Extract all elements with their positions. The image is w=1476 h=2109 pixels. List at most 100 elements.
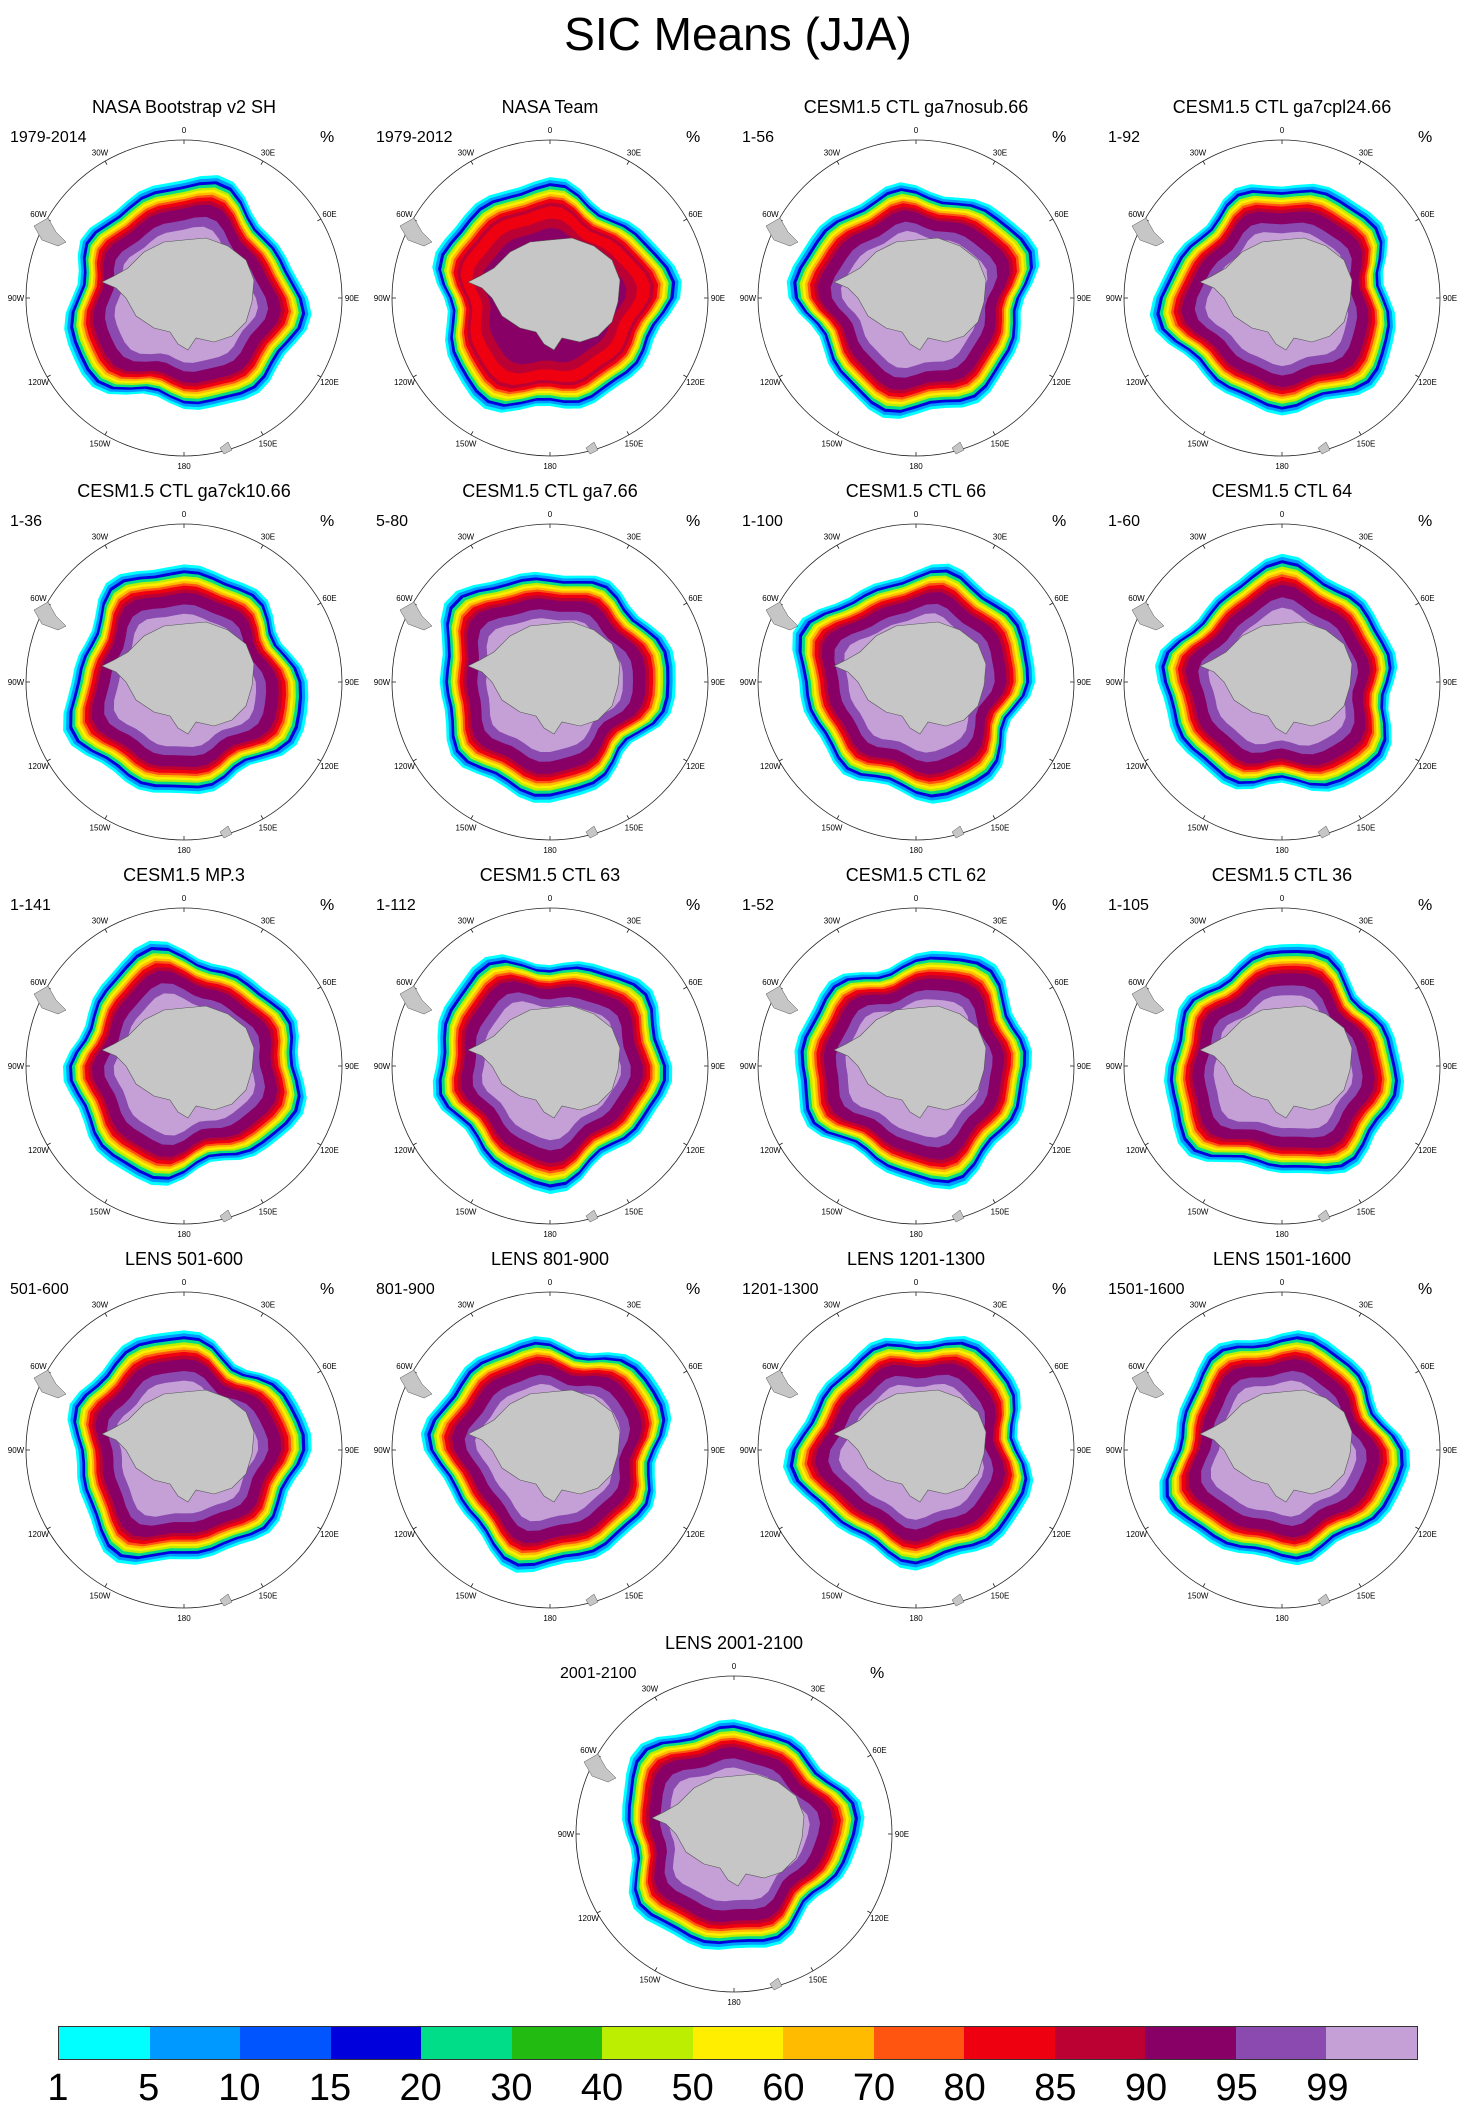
longitude-label: 120E — [320, 1530, 339, 1539]
longitude-tick — [778, 1526, 783, 1530]
longitude-tick — [836, 928, 840, 933]
longitude-label: 180 — [1275, 1230, 1289, 1239]
longitude-label: 0 — [732, 1662, 737, 1671]
longitude-tick — [992, 928, 996, 933]
longitude-tick — [626, 1312, 630, 1317]
new-zealand-landmass — [1317, 1593, 1331, 1607]
longitude-tick — [470, 544, 474, 549]
panel-year-range: 1501-1600 — [1108, 1281, 1185, 1298]
longitude-label: 30W — [92, 1301, 109, 1310]
new-zealand-landmass — [585, 441, 599, 455]
polar-map: 0 30E 60E 90E 120E 150E 180 150W 120W 90W 60W 30W — [1106, 894, 1457, 1239]
longitude-tick — [867, 1910, 872, 1914]
map-panel: LENS 1201-1300 1201-1300% 0 30E 60E 90E 120E 15… — [732, 1248, 1100, 1630]
longitude-tick — [626, 160, 630, 165]
longitude-tick — [1049, 218, 1054, 222]
longitude-tick — [992, 544, 996, 549]
longitude-label: 60W — [762, 210, 779, 219]
longitude-label: 150W — [1188, 823, 1209, 832]
longitude-label: 30W — [1190, 917, 1207, 926]
polar-map: 0 30E 60E 90E 120E 150E 180 150W 120W 90W 60W 30W — [1106, 126, 1457, 471]
colorbar-label: 50 — [671, 2067, 714, 2109]
new-zealand-landmass — [585, 1209, 599, 1223]
longitude-label: 90E — [1443, 1062, 1457, 1071]
panel-year-range: 5-80 — [376, 513, 409, 530]
longitude-label: 30E — [627, 1301, 641, 1310]
longitude-tick — [836, 544, 840, 549]
longitude-tick — [1049, 374, 1054, 378]
longitude-label: 60W — [580, 1746, 597, 1755]
longitude-label: 90E — [711, 678, 725, 687]
longitude-tick — [683, 374, 688, 378]
longitude-label: 120E — [1418, 1146, 1437, 1155]
panel-units: % — [320, 513, 335, 530]
longitude-tick — [778, 374, 783, 378]
longitude-tick — [317, 758, 322, 762]
longitude-tick — [1202, 815, 1206, 820]
longitude-label: 60W — [762, 1362, 779, 1371]
longitude-label: 120W — [1126, 378, 1147, 387]
longitude-tick — [992, 1312, 996, 1317]
longitude-label: 30E — [811, 1685, 825, 1694]
longitude-label: 90E — [1077, 1446, 1091, 1455]
longitude-label: 150E — [259, 823, 278, 832]
longitude-label: 120E — [1418, 1530, 1437, 1539]
longitude-tick — [992, 431, 996, 436]
longitude-label: 150W — [90, 1591, 111, 1600]
longitude-label: 60W — [396, 210, 413, 219]
longitude-label: 90E — [1077, 678, 1091, 687]
longitude-label: 180 — [543, 1614, 557, 1623]
longitude-label: 60E — [688, 594, 702, 603]
longitude-label: 90E — [711, 1446, 725, 1455]
south-america-landmass — [399, 985, 433, 1015]
longitude-tick — [46, 1526, 51, 1530]
longitude-tick — [683, 218, 688, 222]
south-america-landmass — [1131, 601, 1165, 631]
longitude-tick — [412, 1142, 417, 1146]
longitude-label: 150W — [822, 439, 843, 448]
colorbar-label: 1 — [47, 2067, 69, 2109]
antarctica-landmass — [1199, 621, 1353, 735]
longitude-tick — [470, 928, 474, 933]
longitude-tick — [992, 1583, 996, 1588]
longitude-label: 90W — [374, 678, 391, 687]
longitude-label: 150E — [259, 439, 278, 448]
colorbar-box — [421, 2027, 512, 2059]
panel-title: LENS 501-600 — [124, 1249, 244, 1269]
longitude-label: 180 — [1275, 846, 1289, 855]
longitude-label: 30E — [627, 149, 641, 158]
panel-units: % — [1418, 513, 1433, 530]
longitude-label: 30W — [1190, 533, 1207, 542]
longitude-label: 120W — [394, 762, 415, 771]
colorbar-label: 5 — [138, 2067, 160, 2109]
antarctica-landmass — [467, 1389, 621, 1503]
longitude-label: 60E — [688, 210, 702, 219]
colorbar-label: 10 — [218, 2067, 261, 2109]
longitude-label: 120E — [320, 1146, 339, 1155]
panel-title: CESM1.5 CTL 63 — [479, 865, 621, 885]
longitude-tick — [1202, 1199, 1206, 1204]
longitude-tick — [836, 815, 840, 820]
polar-map: 0 30E 60E 90E 120E 150E 180 150W 120W 90W 60W 30W — [740, 126, 1091, 471]
longitude-label: 120W — [28, 378, 49, 387]
longitude-label: 60E — [322, 978, 336, 987]
antarctica-landmass — [467, 621, 621, 735]
longitude-tick — [626, 1199, 630, 1204]
longitude-label: 60W — [1128, 1362, 1145, 1371]
longitude-tick — [260, 1583, 264, 1588]
panel-title: CESM1.5 CTL ga7cpl24.66 — [1172, 97, 1392, 117]
longitude-label: 30W — [1190, 1301, 1207, 1310]
panel-year-range: 1-141 — [10, 897, 51, 914]
panel-year-range: 1-36 — [10, 513, 43, 530]
panel-units: % — [320, 897, 335, 914]
longitude-label: 90W — [8, 1062, 25, 1071]
longitude-tick — [810, 1967, 814, 1972]
longitude-label: 90E — [1077, 294, 1091, 303]
south-america-landmass — [765, 601, 799, 631]
panel-year-range: 2001-2100 — [560, 1665, 637, 1682]
longitude-label: 90W — [740, 294, 757, 303]
longitude-label: 30W — [458, 1301, 475, 1310]
colorbar-label: 70 — [852, 2067, 896, 2109]
longitude-label: 60W — [762, 594, 779, 603]
south-america-landmass — [33, 217, 67, 247]
